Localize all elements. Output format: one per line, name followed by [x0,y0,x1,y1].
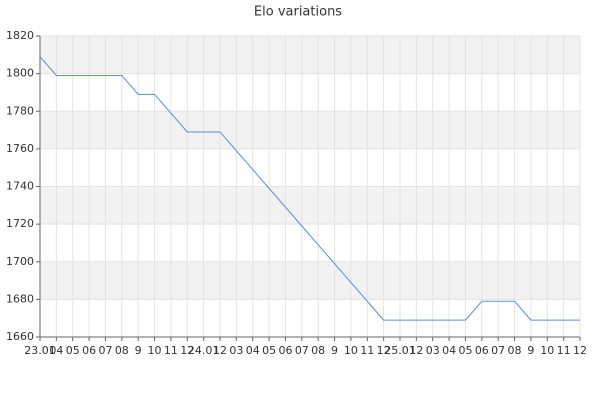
x-tick-label: 04 [442,344,456,357]
x-tick-label: 03 [229,344,243,357]
y-tick-label: 1700 [6,255,34,268]
x-tick-label: 08 [115,344,129,357]
x-tick-label: 07 [491,344,505,357]
x-tick-label: 12 [377,344,391,357]
y-tick-label: 1680 [6,292,34,305]
y-tick-label: 1780 [6,104,34,117]
x-tick-label: 03 [426,344,440,357]
x-tick-label: 11 [360,344,374,357]
grid-band [40,111,580,149]
x-tick-label: 05 [66,344,80,357]
y-tick-label: 1720 [6,217,34,230]
x-tick-label: 08 [508,344,522,357]
x-tick-label: 12 [409,344,423,357]
x-tick-label: 05 [458,344,472,357]
x-tick-label: 04 [246,344,260,357]
x-tick-label: 10 [540,344,554,357]
grid-band [40,261,580,300]
y-tick-label: 1820 [6,29,34,42]
x-tick-label: 11 [557,344,571,357]
y-tick-label: 1760 [6,142,34,155]
x-tick-label: 23.01 [24,344,56,357]
line [39,56,580,321]
x-tick-label: 12 [573,344,587,357]
y-tick-label: 1800 [6,67,34,80]
x-tick-label: 07 [295,344,309,357]
x-tick-label: 08 [311,344,325,357]
y-tick-label: 1660 [6,330,34,343]
x-tick-label: 05 [262,344,276,357]
grid-band [40,186,580,225]
grid-band [40,36,580,74]
x-tick-label: 12 [180,344,194,357]
x-tick-label: 06 [278,344,292,357]
x-tick-label: 9 [527,344,534,357]
x-tick-label: 07 [98,344,112,357]
x-tick-label: 24.01 [188,344,220,357]
x-tick-label: 25.01 [384,344,416,357]
x-tick-label: 06 [82,344,96,357]
x-tick-label: 10 [148,344,162,357]
x-tick-label: 11 [164,344,178,357]
chart-title: Elo variations [254,5,342,20]
x-tick-label: 9 [135,344,142,357]
x-tick-label: 9 [331,344,338,357]
y-tick-label: 1740 [6,180,34,193]
x-tick-label: 10 [344,344,358,357]
x-tick-label: 04 [49,344,63,357]
x-tick-label: 12 [213,344,227,357]
x-tick-label: 06 [475,344,489,357]
